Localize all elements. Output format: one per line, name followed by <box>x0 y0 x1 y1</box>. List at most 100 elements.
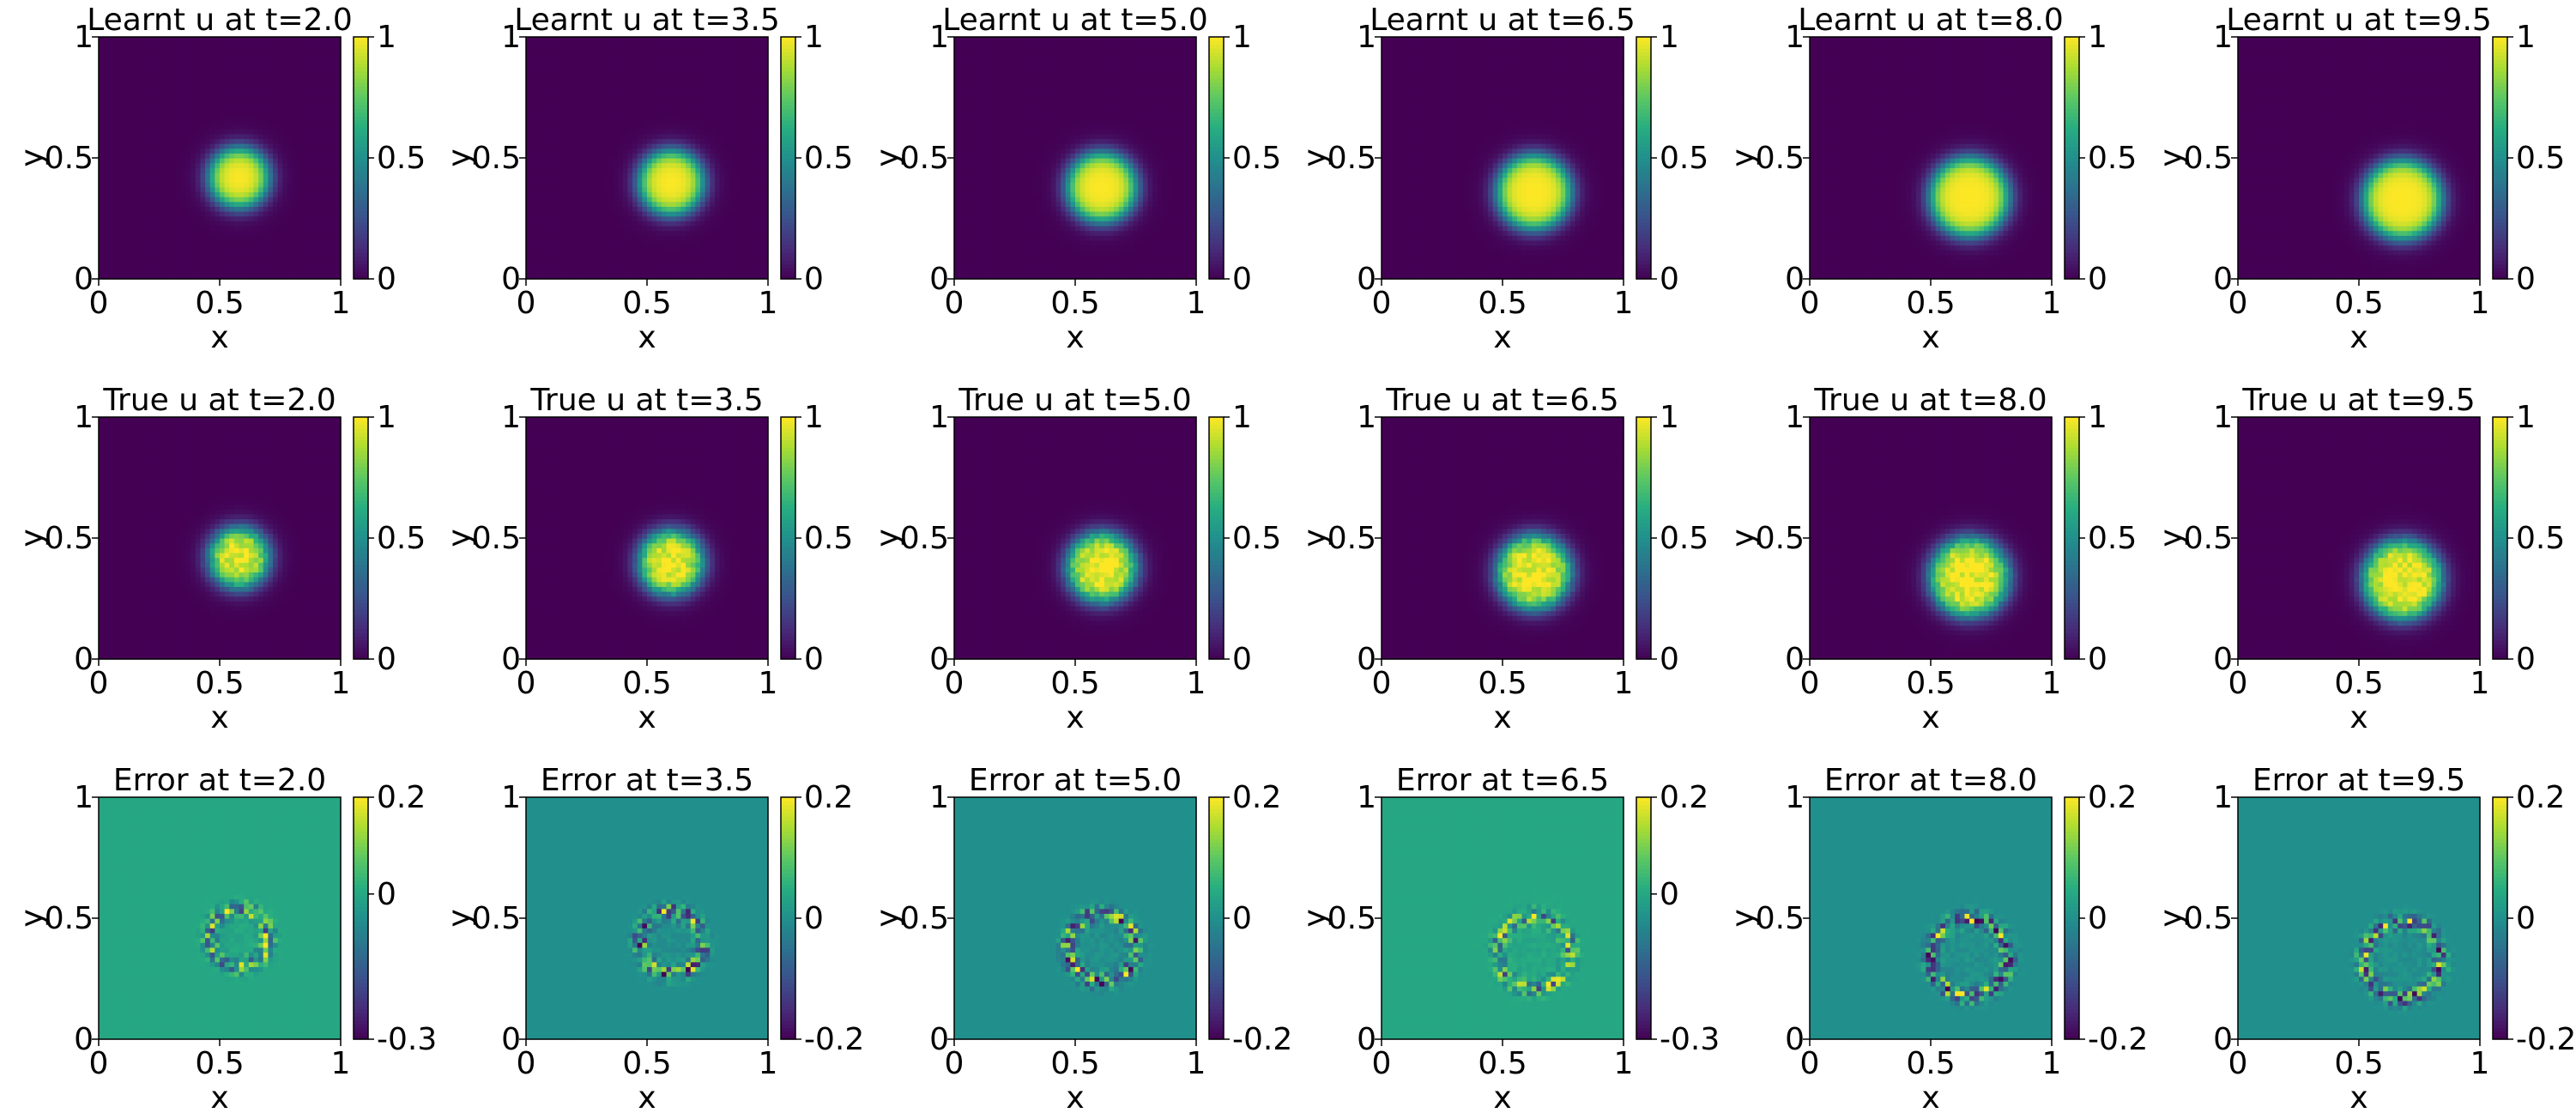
heatmap-cell <box>297 129 302 134</box>
heatmap-cell <box>123 163 128 168</box>
heatmap-cell <box>293 114 298 119</box>
heatmap-cell <box>317 221 322 226</box>
heatmap-cell <box>297 255 302 260</box>
heatmap-cell <box>147 66 152 71</box>
heatmap-cell <box>176 206 181 211</box>
heatmap-cell <box>263 110 269 115</box>
heatmap-cell <box>113 269 118 275</box>
heatmap-cell <box>317 255 322 260</box>
heatmap-cell <box>273 178 278 183</box>
heatmap-cell <box>297 95 302 100</box>
heatmap-cell <box>215 202 220 207</box>
heatmap-cell <box>326 197 331 202</box>
heatmap-cell <box>152 124 157 130</box>
heatmap-cell <box>215 119 220 124</box>
heatmap-cell <box>263 85 269 90</box>
heatmap-cell <box>200 245 205 251</box>
heatmap-cell <box>321 240 326 245</box>
heatmap-cell <box>200 70 205 76</box>
heatmap-cell <box>200 250 205 255</box>
heatmap-cell <box>273 216 278 221</box>
heatmap-cell <box>147 240 152 245</box>
heatmap-cell <box>123 129 128 134</box>
heatmap-cell <box>172 191 177 197</box>
heatmap-cell <box>282 202 287 207</box>
heatmap-cell <box>244 148 249 154</box>
heatmap-cell <box>142 172 148 178</box>
heatmap-cell <box>172 255 177 260</box>
heatmap <box>99 37 342 280</box>
heatmap-cell <box>152 172 157 178</box>
heatmap-cell <box>293 202 298 207</box>
heatmap-cell <box>263 158 269 163</box>
heatmap-cell <box>200 163 205 168</box>
heatmap-cell <box>137 221 142 226</box>
heatmap-cell <box>210 85 215 90</box>
heatmap-cell <box>132 269 137 275</box>
heatmap-cell <box>176 153 181 158</box>
heatmap-cell <box>99 191 104 197</box>
heatmap-cell <box>161 46 166 51</box>
heatmap-cell <box>108 119 113 124</box>
heatmap-cell <box>123 250 128 255</box>
heatmap-cell <box>161 138 166 143</box>
heatmap-cell <box>297 114 302 119</box>
heatmap-cell <box>234 148 239 154</box>
heatmap-cell <box>181 100 186 105</box>
heatmap-cell <box>239 124 245 130</box>
heatmap-cell <box>172 187 177 192</box>
heatmap-cell <box>326 240 331 245</box>
heatmap-cell <box>210 61 215 66</box>
heatmap-cell <box>302 85 307 90</box>
heatmap-cell <box>132 129 137 134</box>
heatmap-cell <box>239 61 245 66</box>
heatmap-cell <box>205 216 210 221</box>
heatmap-cell <box>113 76 118 81</box>
heatmap-cell <box>249 259 254 264</box>
heatmap-cell <box>258 172 263 178</box>
heatmap-cell <box>268 163 273 168</box>
heatmap-cell <box>166 81 172 86</box>
heatmap-cell <box>166 85 172 90</box>
heatmap-cell <box>186 57 191 62</box>
heatmap-cell <box>172 61 177 66</box>
heatmap-cell <box>287 51 293 57</box>
heatmap-cell <box>220 124 225 130</box>
heatmap-cell <box>244 197 249 202</box>
heatmap-cell <box>137 134 142 139</box>
heatmap-cell <box>132 70 137 76</box>
heatmap-cell <box>196 187 201 192</box>
heatmap-cell <box>113 206 118 211</box>
heatmap-cell <box>321 226 326 231</box>
heatmap-cell <box>181 211 186 216</box>
heatmap-cell <box>278 163 283 168</box>
heatmap-cell <box>321 191 326 197</box>
heatmap-cell <box>210 178 215 183</box>
heatmap-cell <box>190 259 196 264</box>
heatmap-cell <box>249 240 254 245</box>
heatmap-cell <box>128 167 133 172</box>
heatmap-cell <box>297 226 302 231</box>
heatmap-cell <box>263 42 269 47</box>
heatmap-cell <box>118 76 124 81</box>
heatmap-cell <box>297 110 302 115</box>
heatmap-cell <box>321 95 326 100</box>
heatmap-cell <box>297 42 302 47</box>
heatmap-cell <box>321 57 326 62</box>
heatmap-cell <box>297 211 302 216</box>
heatmap-cell <box>181 255 186 260</box>
heatmap-cell <box>220 264 225 269</box>
heatmap-cell <box>220 57 225 62</box>
heatmap-cell <box>278 61 283 66</box>
heatmap-cell <box>293 163 298 168</box>
heatmap-cell <box>132 202 137 207</box>
heatmap-cell <box>137 235 142 240</box>
heatmap-cell <box>215 85 220 90</box>
heatmap-cell <box>229 250 234 255</box>
heatmap-cell <box>99 70 104 76</box>
heatmap-cell <box>311 100 317 105</box>
heatmap-cell <box>307 178 312 183</box>
heatmap-cell <box>104 255 109 260</box>
heatmap-cell <box>258 138 263 143</box>
heatmap-cell <box>152 61 157 66</box>
